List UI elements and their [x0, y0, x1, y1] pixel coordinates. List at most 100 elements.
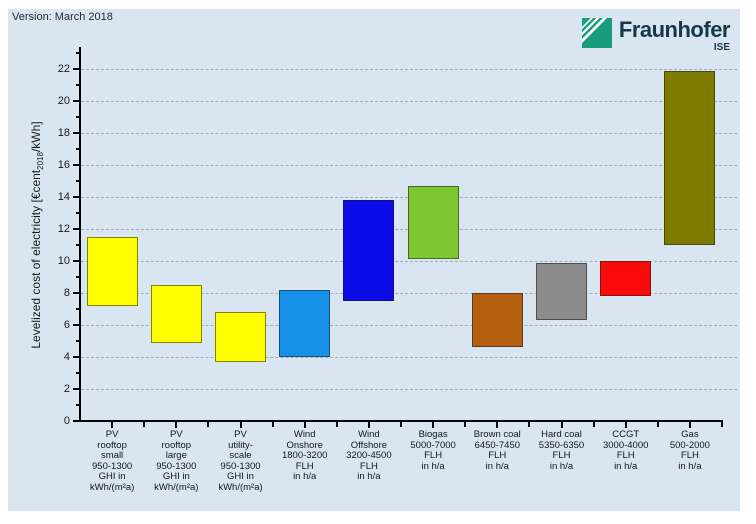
y-tick-label: 2	[63, 383, 70, 395]
fraunhofer-logo-icon	[577, 14, 612, 53]
category-label-line: FLH	[680, 450, 699, 461]
category-label-line: in h/a	[293, 471, 317, 482]
category-label-line: FLH	[295, 460, 314, 472]
category-label-line: CCGT	[612, 429, 640, 440]
y-axis-title: Levelized cost of electricity [€cent2018…	[28, 121, 46, 349]
y-tick-label: 0	[63, 415, 70, 427]
category-label-line: kWh/(m²a)	[218, 481, 263, 493]
x-tick	[111, 422, 114, 428]
category-label-line: PV	[169, 429, 183, 440]
gridline	[81, 389, 737, 390]
x-tick	[560, 422, 563, 428]
y-minor-tick	[76, 404, 80, 406]
y-tick	[73, 324, 80, 326]
category-label-line: FLH	[359, 460, 378, 472]
category-label: PV rooftop large 950-1300 GHI in kWh/(m²a)	[137, 429, 215, 493]
category-label-line: small	[101, 450, 124, 461]
x-axis	[79, 420, 723, 422]
category-label: Biogas 5000-7000 FLH in h/a	[394, 429, 472, 472]
category-label: Gas 500-2000 FLH in h/a	[651, 429, 729, 472]
gridline	[81, 325, 737, 326]
y-minor-tick	[76, 372, 80, 374]
category-label-line: 3200-4500	[346, 450, 392, 461]
x-boundary-tick	[592, 422, 595, 427]
gridline	[81, 261, 737, 262]
category-label: PV rooftop small 950-1300 GHI in kWh/(m²a)	[73, 429, 151, 493]
bar	[664, 70, 716, 245]
y-tick-label: 16	[57, 159, 70, 171]
bar	[600, 261, 652, 297]
bar	[215, 312, 266, 362]
x-tick	[688, 422, 691, 428]
x-boundary-tick	[656, 422, 659, 427]
x-tick	[367, 422, 370, 428]
x-tick	[239, 422, 242, 428]
y-tick	[73, 68, 80, 70]
y-tick	[73, 420, 80, 422]
x-tick	[496, 422, 499, 428]
category-label-line: FLH	[616, 450, 635, 461]
gridline	[81, 101, 737, 102]
y-minor-tick	[76, 180, 80, 182]
category-label-line: GHI in	[227, 471, 254, 482]
y-tick	[73, 164, 80, 166]
y-minor-tick	[76, 148, 80, 150]
category-label-line: Hard coal	[541, 429, 582, 440]
fraunhofer-ise-text: ISE	[713, 42, 730, 53]
x-boundary-tick	[528, 422, 531, 427]
category-label-line: PV	[105, 429, 119, 440]
category-label: Wind Offshore 3200-4500 FLH in h/a	[330, 429, 408, 483]
category-label-line: large	[165, 450, 187, 461]
bar	[343, 200, 395, 301]
gridline	[81, 69, 737, 70]
category-label-line: 3000-4000	[602, 439, 649, 451]
y-tick	[73, 388, 80, 390]
category-label-line: 5350-6350	[538, 439, 585, 451]
x-boundary-tick	[464, 422, 467, 427]
y-minor-tick	[76, 84, 80, 86]
category-label: Hard coal 5350-6350 FLH in h/a	[523, 429, 601, 472]
fraunhofer-brand-text: Fraunhofer	[618, 17, 731, 42]
category-label-line: 500-2000	[669, 439, 710, 451]
category-label-line: 950-1300	[220, 460, 261, 472]
category-label-line: 1800-3200	[281, 450, 328, 461]
y-tick	[73, 100, 80, 102]
y-minor-tick	[76, 212, 80, 214]
category-label-line: in h/a	[678, 460, 702, 472]
gridline	[81, 133, 737, 134]
x-boundary-tick	[400, 422, 402, 427]
category-label-line: FLH	[552, 450, 571, 461]
bar	[471, 293, 523, 348]
category-label-line: Wind	[293, 429, 316, 440]
y-minor-tick	[76, 308, 80, 310]
y-minor-tick	[76, 244, 80, 246]
category-label-line: FLH	[424, 450, 443, 461]
bar	[150, 285, 202, 343]
y-tick	[73, 356, 80, 358]
gridline	[81, 293, 737, 294]
category-label-line: rooftop	[97, 439, 127, 451]
category-label-line: in h/a	[357, 471, 381, 482]
y-minor-tick	[76, 116, 80, 118]
x-boundary-tick	[335, 422, 338, 427]
category-label-line: 950-1300	[92, 460, 133, 472]
y-tick-label: 22	[57, 63, 70, 75]
category-label: Wind Onshore 1800-3200 FLH in h/a	[266, 429, 344, 483]
bar	[407, 185, 459, 260]
category-label: PV utility-scale 950-1300 GHI in kWh/(m²a)	[202, 429, 280, 493]
y-minor-tick	[76, 276, 80, 278]
category-label-line: Biogas	[418, 429, 448, 440]
x-tick	[175, 422, 178, 428]
y-tick	[73, 196, 80, 198]
category-label-line: Offshore	[350, 439, 388, 451]
category-label-line: Wind	[358, 429, 380, 440]
category-label: CCGT 3000-4000 FLH in h/a	[587, 429, 665, 472]
x-tick	[624, 422, 627, 428]
version-label: Version: March 2018	[12, 11, 113, 23]
category-label-line: Gas	[681, 429, 699, 440]
y-tick-label: 20	[57, 95, 70, 107]
y-tick-label: 8	[63, 287, 70, 299]
y-tick-label: 18	[57, 127, 70, 139]
y-tick	[73, 260, 80, 262]
